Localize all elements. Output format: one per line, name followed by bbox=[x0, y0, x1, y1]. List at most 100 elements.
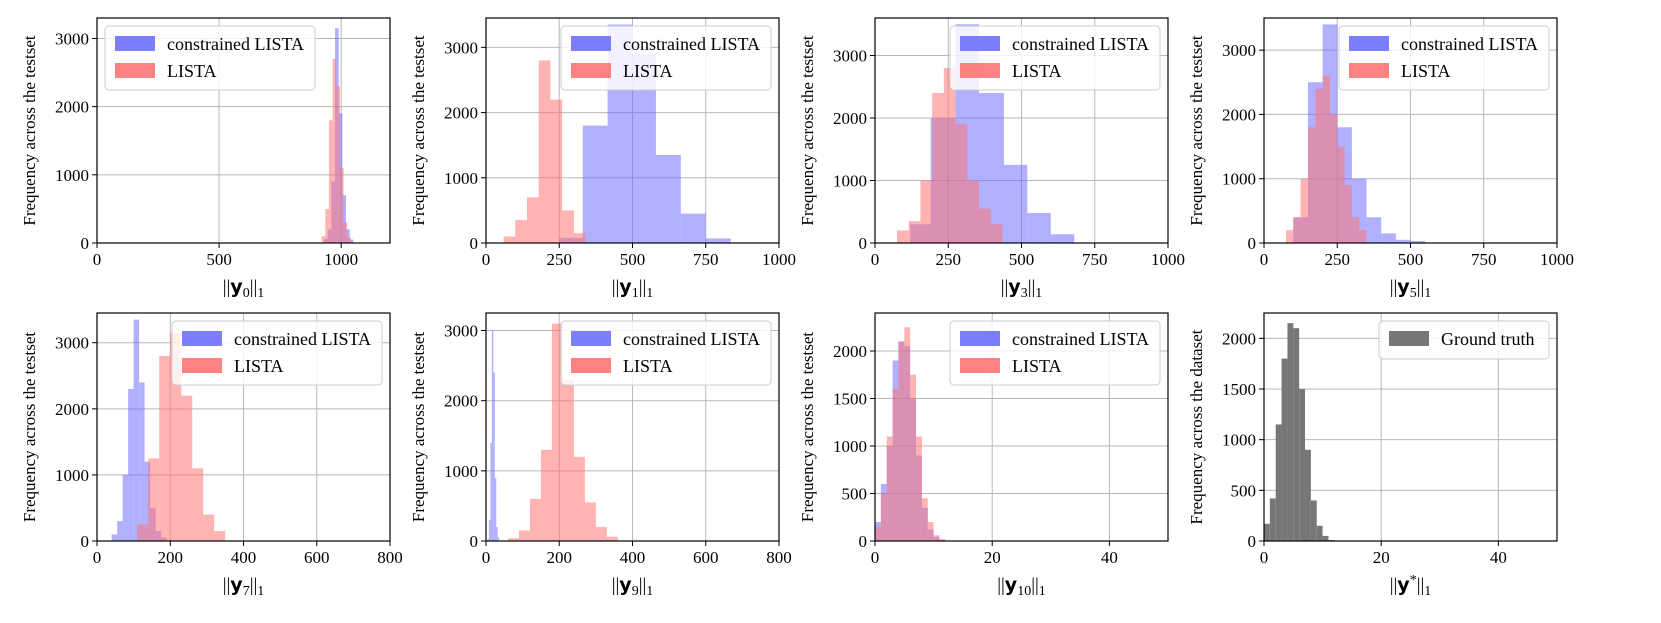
bar-lista bbox=[339, 168, 344, 243]
legend-box bbox=[171, 320, 383, 386]
x-tick-label: 500 bbox=[206, 250, 232, 269]
bar-lista bbox=[1315, 88, 1323, 243]
y-tick-label: 500 bbox=[1231, 481, 1257, 500]
bar-lista bbox=[336, 86, 340, 243]
bar-lista bbox=[148, 458, 160, 541]
y-tick-label: 3000 bbox=[1222, 41, 1256, 60]
bar-ground-truth bbox=[1264, 523, 1270, 541]
y-tick-label: 3000 bbox=[444, 38, 478, 57]
legend-swatch bbox=[115, 36, 155, 51]
bar-lista bbox=[515, 220, 528, 243]
axes-frame bbox=[96, 17, 391, 244]
bar-constrained-lista bbox=[496, 526, 498, 541]
bar-lista bbox=[538, 60, 551, 244]
bars bbox=[875, 327, 946, 541]
subplot-4: 0 250 500 750 1000 0 1000 2000 3000 ||y5||1 Freque… bbox=[1187, 17, 1574, 301]
y-tick-label: 2000 bbox=[55, 98, 89, 117]
bar-constrained-lista bbox=[494, 477, 497, 541]
bar-ground-truth bbox=[1287, 323, 1294, 541]
legend-label: constrained LISTA bbox=[623, 34, 760, 54]
legend: constrained LISTA LISTA bbox=[560, 320, 772, 386]
y-tick-label: 0 bbox=[470, 532, 479, 551]
bar-lista bbox=[347, 237, 351, 243]
y-axis-label: Frequency across the testset bbox=[409, 332, 428, 523]
subplot-6: 0 200 400 600 800 0 1000 2000 3000 ||y9||1 Frequen… bbox=[409, 312, 792, 599]
legend-swatch bbox=[115, 63, 155, 78]
legend-swatch bbox=[960, 63, 1000, 78]
bar-lista bbox=[529, 498, 541, 541]
legend: constrained LISTA LISTA bbox=[949, 320, 1161, 386]
legend: constrained LISTA LISTA bbox=[560, 25, 772, 91]
bar-constrained-lista bbox=[117, 521, 123, 541]
legend-swatch bbox=[182, 331, 222, 346]
x-tick-label: 200 bbox=[547, 548, 573, 567]
legend-label: LISTA bbox=[1401, 61, 1451, 81]
bar-lista bbox=[595, 526, 607, 541]
bar-lista bbox=[904, 327, 911, 541]
bar-lista bbox=[920, 180, 933, 243]
y-tick-label: 0 bbox=[81, 532, 90, 551]
legend-box bbox=[1378, 320, 1550, 360]
bar-constrained-lista bbox=[346, 229, 350, 243]
bars bbox=[1285, 24, 1426, 244]
x-tick-label: 800 bbox=[377, 548, 403, 567]
bar-constrained-lista bbox=[144, 461, 151, 541]
bar-lista bbox=[916, 436, 922, 541]
bar-ground-truth bbox=[1305, 449, 1311, 541]
legend-box bbox=[1338, 25, 1550, 91]
bar-lista bbox=[921, 498, 928, 541]
bars bbox=[1264, 323, 1335, 541]
legend-swatch bbox=[182, 358, 222, 373]
subplot-3: 0 250 500 750 1000 0 1000 2000 3000 ||y3||1 Freque… bbox=[798, 17, 1185, 301]
subplot-7: 0 20 40 0 500 1000 1500 2000 ||y10||1 Frequency a… bbox=[798, 312, 1169, 599]
bar-constrained-lista bbox=[1003, 164, 1028, 243]
x-tick-label: 40 bbox=[1101, 548, 1118, 567]
subplot-5: 0 200 400 600 800 0 1000 2000 3000 ||y7||1 Frequen… bbox=[20, 312, 403, 599]
bar-lista bbox=[507, 538, 519, 541]
bar-constrained-lista bbox=[490, 442, 492, 541]
bar-lista bbox=[1300, 178, 1308, 243]
x-tick-label: 0 bbox=[1260, 250, 1269, 269]
legend-swatch bbox=[1389, 331, 1429, 346]
legend-label: constrained LISTA bbox=[1012, 329, 1149, 349]
bar-lista bbox=[908, 221, 921, 243]
y-tick-label: 1000 bbox=[55, 166, 89, 185]
y-tick-label: 1000 bbox=[1222, 170, 1256, 189]
x-axis-label: ||y10||1 bbox=[997, 574, 1046, 599]
bar-lista bbox=[562, 210, 574, 243]
bar-lista bbox=[967, 180, 980, 243]
bar-lista bbox=[943, 68, 956, 243]
legend-box bbox=[104, 25, 316, 91]
bar-lista bbox=[551, 323, 563, 541]
y-tick-label: 3000 bbox=[55, 29, 89, 48]
bar-lista bbox=[527, 197, 539, 243]
x-axis-label: ||y0||1 bbox=[223, 276, 265, 301]
x-tick-label: 0 bbox=[93, 250, 102, 269]
x-axis-label: ||y9||1 bbox=[612, 574, 654, 599]
bar-lista bbox=[503, 236, 516, 243]
y-tick-label: 2000 bbox=[1222, 105, 1256, 124]
bar-lista bbox=[955, 124, 968, 243]
y-tick-label: 2000 bbox=[833, 342, 867, 361]
x-tick-label: 500 bbox=[1398, 250, 1424, 269]
legend-label: constrained LISTA bbox=[623, 329, 760, 349]
legend-label: LISTA bbox=[623, 356, 673, 376]
bar-lista bbox=[927, 522, 934, 541]
legend-label: constrained LISTA bbox=[167, 34, 304, 54]
legend: Ground truth bbox=[1378, 320, 1550, 360]
bar-lista bbox=[880, 493, 887, 541]
y-tick-label: 2000 bbox=[444, 392, 478, 411]
x-tick-label: 1000 bbox=[762, 250, 796, 269]
legend-box bbox=[949, 320, 1161, 386]
bar-lista bbox=[1285, 230, 1294, 243]
bar-constrained-lista bbox=[655, 154, 681, 243]
legend: constrained LISTA LISTA bbox=[1338, 25, 1550, 91]
bar-constrained-lista bbox=[493, 372, 495, 541]
bars bbox=[321, 28, 354, 244]
legend-swatch bbox=[960, 36, 1000, 51]
bar-lista bbox=[1322, 75, 1330, 243]
legend-label: LISTA bbox=[1012, 61, 1062, 81]
x-axis-label: ||y3||1 bbox=[1001, 276, 1043, 301]
bar-ground-truth bbox=[1275, 424, 1282, 541]
y-tick-label: 0 bbox=[1248, 234, 1257, 253]
